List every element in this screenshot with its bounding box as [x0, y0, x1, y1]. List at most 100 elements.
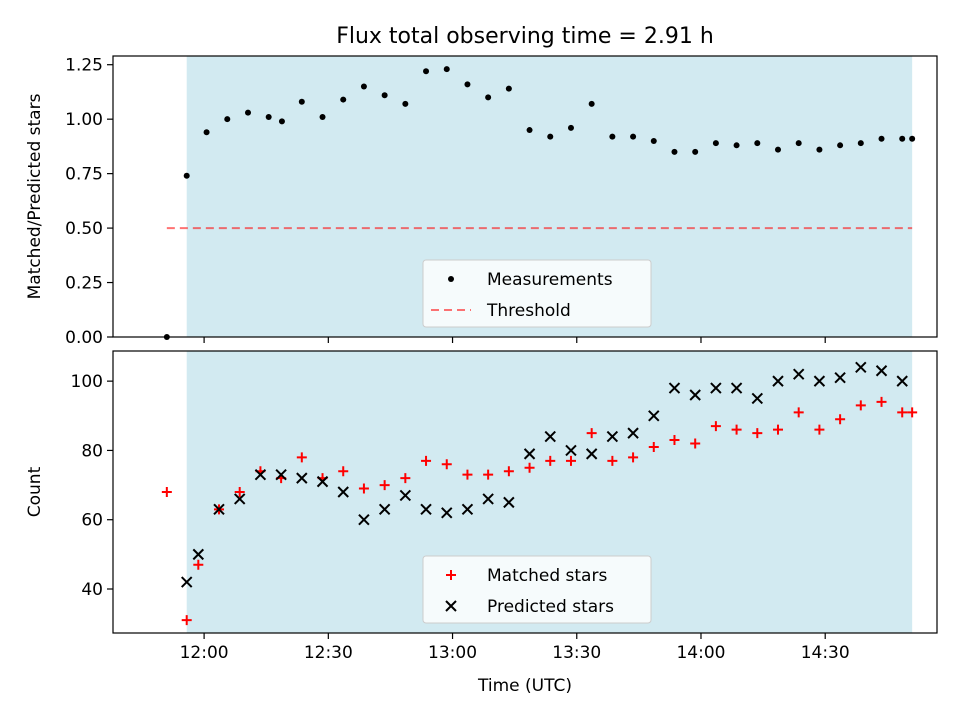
legend: Matched stars Predicted stars: [422, 555, 652, 624]
measurements-point: [526, 127, 533, 134]
predicted-stars-point: [668, 382, 681, 394]
y-tick-label: 0.00: [65, 328, 103, 348]
measurements-point: [360, 83, 367, 90]
measurements-point: [278, 118, 285, 125]
predicted-stars-point: [523, 448, 536, 460]
predicted-stars-point: [627, 427, 639, 439]
measurements-point: [588, 100, 595, 107]
measurements-point: [505, 85, 512, 92]
bottom-panel: 40 60 80 100 12:00 12:30 13:00 13:30 14:00 14:30 C…: [25, 350, 938, 696]
measurements-point: [909, 135, 916, 142]
measurements-point: [298, 98, 305, 105]
x-tick-label: 13:00: [428, 643, 477, 663]
predicted-stars-point: [213, 503, 225, 516]
measurements-point: [423, 68, 430, 75]
measurements-point: [265, 113, 272, 120]
y-tick-label: 0.50: [65, 219, 103, 239]
y-tick-label: 0.25: [65, 274, 103, 294]
legend-box: [422, 259, 652, 328]
legend-matched-stars-swatch: [446, 570, 456, 580]
predicted-stars-point: [565, 444, 577, 457]
matched-stars-point: [421, 455, 432, 466]
legend-label: Measurements: [487, 270, 613, 290]
predicted-stars-point: [399, 489, 412, 502]
predicted-stars-point: [192, 548, 205, 561]
top-panel: 0.00 0.25 0.50 0.75 1.00 1.25 Matched/Predicte…: [25, 55, 938, 348]
matched-stars-point: [503, 466, 514, 477]
axes-frame: [112, 350, 938, 634]
measurements-point: [630, 133, 637, 140]
matched-stars-point: [793, 407, 804, 418]
measurements-point: [183, 172, 190, 179]
predicted-stars-point: [730, 382, 743, 394]
matched-stars-point: [161, 487, 172, 497]
measurements-point: [857, 140, 864, 147]
predicted-stars-point: [181, 576, 193, 588]
predicted-stars-point: [834, 371, 846, 384]
measurements-point: [754, 140, 761, 147]
predicted-stars-point: [337, 486, 349, 498]
predicted-stars-point: [482, 493, 494, 505]
matched-stars-point: [358, 483, 369, 494]
matched-stars-point: [669, 435, 680, 446]
x-tick-label: 13:30: [552, 643, 601, 663]
matched-stars-point: [752, 428, 763, 439]
matched-stars-point: [338, 466, 349, 477]
predicted-stars-point: [585, 448, 598, 460]
measurements-point: [203, 129, 210, 136]
legend-box: [422, 555, 652, 624]
predicted-stars-point: [544, 430, 556, 443]
legend-measurements-swatch: [448, 276, 454, 282]
measurements-point: [340, 96, 347, 103]
matched-stars-point: [483, 469, 494, 480]
predicted-stars-point: [648, 410, 660, 422]
measurements-point: [464, 81, 471, 88]
legend-label: Threshold: [486, 301, 571, 321]
measurements-point: [319, 113, 326, 120]
matched-stars-point: [628, 452, 639, 463]
y-tick-label: 60: [81, 511, 103, 531]
matched-stars-point: [690, 438, 701, 449]
legend-predicted-stars-swatch: [445, 600, 457, 612]
predicted-stars-point: [689, 389, 701, 401]
measurements-point: [650, 137, 657, 144]
matched-stars-point: [400, 473, 411, 484]
y-tick-label: 40: [81, 580, 103, 600]
matched-stars-point: [545, 455, 556, 466]
measurements-point: [402, 100, 409, 107]
measurements-point: [795, 140, 802, 147]
measurements-point: [878, 135, 885, 142]
measurements-point: [245, 109, 252, 116]
measurements-point: [671, 148, 678, 155]
matched-stars-point: [907, 407, 918, 418]
y-tick-label: 100: [71, 372, 103, 392]
matched-stars-point: [835, 414, 846, 425]
predicted-stars-point: [275, 468, 287, 481]
predicted-stars-point: [772, 375, 784, 387]
matched-stars-point: [296, 452, 307, 463]
matched-stars-point: [565, 455, 576, 466]
matched-stars-point: [607, 455, 618, 466]
predicted-stars-point: [378, 503, 391, 516]
axes-frame: [112, 55, 938, 338]
x-tick-label: 12:30: [304, 643, 353, 663]
matched-stars-point: [586, 428, 597, 439]
measurements-point: [692, 148, 699, 155]
matched-stars-point: [524, 462, 535, 473]
predicted-stars-point: [461, 503, 474, 516]
predicted-stars-point: [751, 392, 764, 405]
predicted-stars-point: [316, 475, 329, 488]
chart-title: Flux total observing time = 2.91 h: [336, 24, 714, 49]
y-tick-label: 0.75: [65, 165, 103, 185]
matched-stars-point: [855, 400, 866, 411]
matched-stars-point: [648, 441, 659, 452]
legend-label: Predicted stars: [487, 597, 614, 617]
y-axis-label: Count: [25, 466, 45, 517]
y-axis-label: Matched/Predicted stars: [25, 93, 45, 299]
legend-label: Matched stars: [487, 566, 607, 586]
measurements-point: [381, 92, 388, 99]
predicted-stars-point: [233, 493, 246, 505]
matched-stars-point: [772, 424, 783, 435]
x-tick-label: 14:00: [676, 643, 725, 663]
y-tick-label: 1.25: [65, 56, 103, 76]
